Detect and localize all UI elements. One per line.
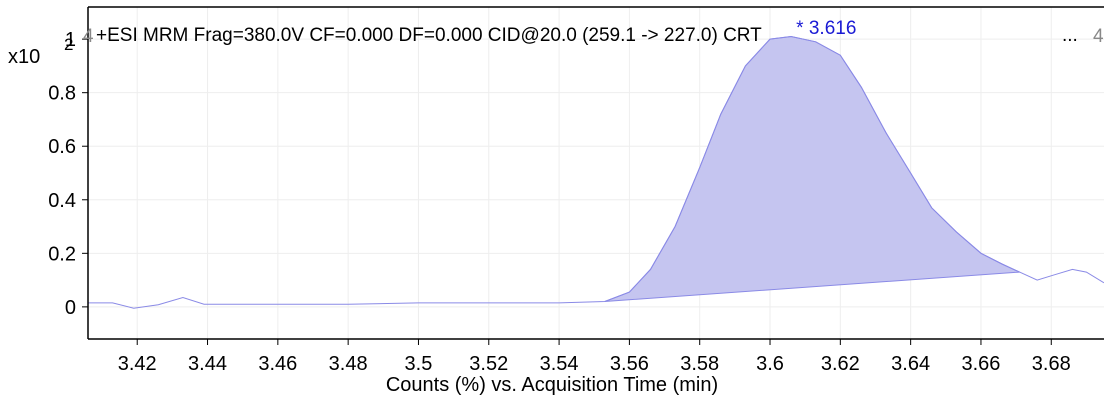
y-tick-label: 0.6 (48, 136, 76, 158)
x-tick-label: 3.42 (118, 353, 157, 375)
x-tick-label: 3.6 (756, 353, 784, 375)
axis-layer (82, 6, 1104, 345)
chromatogram-trace (88, 35, 1104, 309)
tick-label-layer: 3.42 3.44 3.46 3.48 3.5 3.52 3.54 3.56 3.58 3.6 3.… (48, 29, 1071, 375)
y-tick-label: 1 (65, 29, 76, 51)
x-axis-title: Counts (%) vs. Acquisition Time (min) (386, 374, 718, 396)
x-tick-label: 3.44 (188, 353, 227, 375)
chart-title: +ESI MRM Frag=380.0V CF=0.000 DF=0.000 C… (96, 25, 762, 46)
edge-label-right: 4 (1093, 26, 1104, 47)
x-tick-label: 3.5 (405, 353, 433, 375)
x-tick-label: 3.66 (961, 353, 1000, 375)
trace-layer (88, 35, 1104, 309)
y-multiplier-base: x10 (8, 46, 40, 68)
x-tick-label: 3.52 (469, 353, 508, 375)
x-tick-label: 3.56 (610, 353, 649, 375)
edge-label-left: 4 (83, 26, 94, 47)
integrated-peak-area (604, 35, 1020, 302)
peak-retention-label: * 3.616 (796, 18, 856, 39)
peak-fill-layer (604, 35, 1020, 302)
x-tick-label: 3.62 (821, 353, 860, 375)
x-tick-label: 3.48 (329, 353, 368, 375)
y-multiplier-exponent: 2 (64, 35, 73, 54)
more-options-indicator[interactable]: ... (1062, 25, 1078, 46)
grid-layer (88, 7, 1104, 339)
x-tick-label: 3.64 (891, 353, 930, 375)
y-tick-label: 0.4 (48, 190, 76, 212)
y-tick-label: 0 (65, 297, 76, 319)
x-tick-label: 3.58 (680, 353, 719, 375)
x-tick-label: 3.46 (258, 353, 297, 375)
x-tick-label: 3.54 (540, 353, 579, 375)
x-tick-label: 3.68 (1032, 353, 1071, 375)
y-tick-label: 0.8 (48, 83, 76, 105)
y-tick-label: 0.2 (48, 243, 76, 265)
